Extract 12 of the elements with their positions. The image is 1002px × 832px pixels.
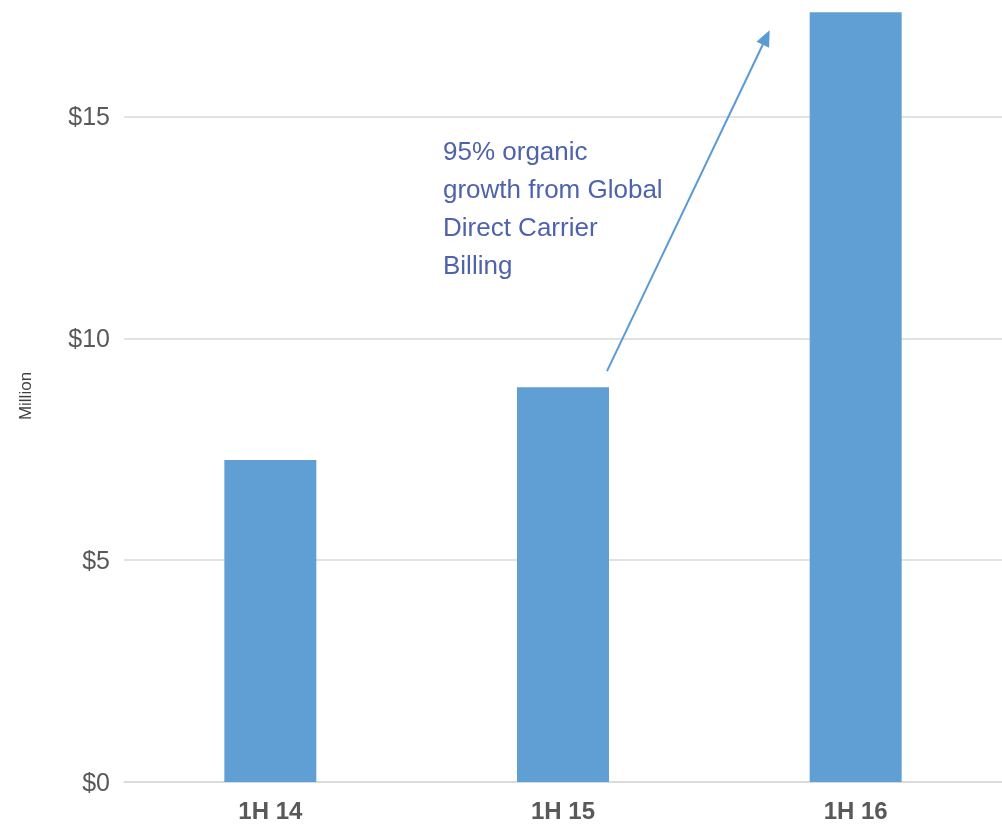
bar [517, 387, 609, 782]
bar [224, 459, 317, 782]
bar [809, 12, 902, 782]
y-axis-title: Million [16, 371, 35, 421]
annotation: 95% organic growth from Global Direct Carrier Billing [443, 135, 663, 282]
y-tick-label: $5 [82, 546, 110, 575]
y-tick-label: $15 [68, 102, 110, 131]
x-tick-label: 1H 15 [530, 796, 596, 824]
y-tick-label: $0 [82, 768, 110, 796]
x-tick-label: 1H 14 [238, 796, 304, 824]
x-tick-label: 1H 16 [823, 796, 888, 824]
y-tick-label: $10 [68, 324, 110, 353]
